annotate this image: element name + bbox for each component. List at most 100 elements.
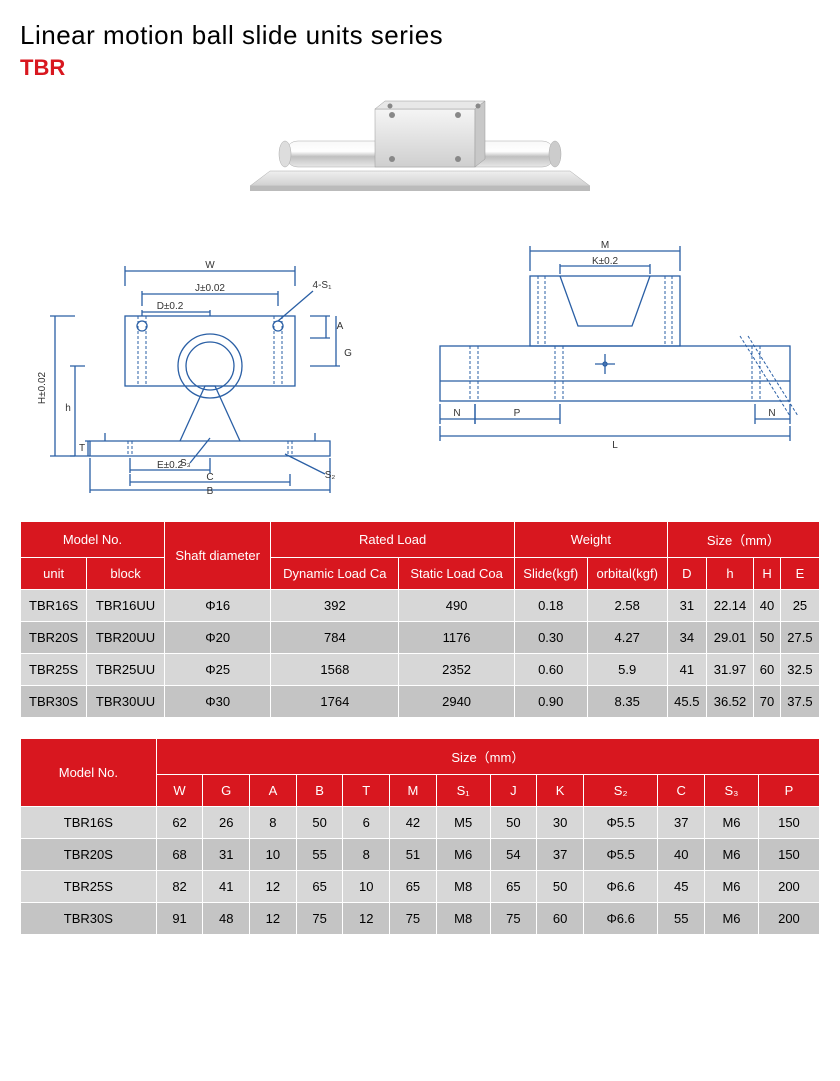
cell: 490 [399,590,515,622]
cell: Φ5.5 [583,807,657,839]
page-title: Linear motion ball slide units series [20,20,820,51]
cell: TBR25S [21,871,157,903]
cell: 784 [271,622,399,654]
th-weight: Weight [514,522,667,558]
table-row: TBR25STBR25UUΦ25156823520.605.94131.9760… [21,654,820,686]
cell: 200 [758,903,819,935]
cell: Φ16 [164,590,271,622]
cell: 0.60 [514,654,587,686]
svg-text:N: N [453,408,460,419]
table-row: TBR30S914812751275M87560Φ6.655M6200 [21,903,820,935]
table-row: TBR16S6226850642M55030Φ5.537M6150 [21,807,820,839]
th-rated: Rated Load [271,522,514,558]
cell: 10 [343,871,390,903]
th-dynamic: Dynamic Load Ca [271,558,399,590]
svg-text:N: N [768,408,775,419]
cell: TBR16S [21,807,157,839]
th-block: block [87,558,165,590]
th-orbital: orbital(kgf) [587,558,667,590]
cell: 1176 [399,622,515,654]
th2-col: T [343,775,390,807]
th2-col: A [250,775,297,807]
cell: TBR16UU [87,590,165,622]
cell: Φ5.5 [583,839,657,871]
cell: 65 [296,871,343,903]
cell: 31 [667,590,706,622]
th-H: H [754,558,781,590]
cell: 45 [658,871,705,903]
cell: 31 [203,839,250,871]
cell: 22.14 [706,590,753,622]
table-row: TBR30STBR30UUΦ30176429400.908.3545.536.5… [21,686,820,718]
cell: 75 [390,903,437,935]
th-shaft: Shaft diameter [164,522,271,590]
cell: 68 [156,839,203,871]
th-E: E [780,558,819,590]
th2-col: M [390,775,437,807]
cell: 5.9 [587,654,667,686]
cell: Φ30 [164,686,271,718]
cell: 65 [390,871,437,903]
svg-text:D±0.2: D±0.2 [157,301,184,312]
cell: 91 [156,903,203,935]
spec-table-1: Model No. Shaft diameter Rated Load Weig… [20,521,820,718]
cell: 50 [537,871,584,903]
front-view-drawing: W J±0.02 D±0.2 4-S₁ A G H±0.02 h T E±0.2… [30,226,390,496]
cell: 12 [343,903,390,935]
table-row: TBR20STBR20UUΦ2078411760.304.273429.0150… [21,622,820,654]
cell: 37.5 [780,686,819,718]
cell: Φ25 [164,654,271,686]
cell: 60 [754,654,781,686]
svg-text:S₃: S₃ [180,458,191,469]
table-row: TBR25S824112651065M86550Φ6.645M6200 [21,871,820,903]
cell: 10 [250,839,297,871]
cell: M8 [436,871,490,903]
cell: 32.5 [780,654,819,686]
cell: M6 [705,807,759,839]
svg-text:h: h [65,403,71,414]
svg-text:H±0.02: H±0.02 [37,371,48,404]
th2-col: G [203,775,250,807]
th2-size: Size（mm） [156,739,819,775]
cell: 0.18 [514,590,587,622]
cell: 8 [250,807,297,839]
cell: Φ6.6 [583,871,657,903]
cell: 54 [490,839,537,871]
cell: TBR20UU [87,622,165,654]
cell: 150 [758,839,819,871]
product-photo [20,91,820,206]
cell: 31.97 [706,654,753,686]
cell: 62 [156,807,203,839]
cell: 26 [203,807,250,839]
cell: 48 [203,903,250,935]
cell: 200 [758,871,819,903]
cell: 41 [667,654,706,686]
cell: TBR20S [21,622,87,654]
cell: 37 [537,839,584,871]
cell: 1568 [271,654,399,686]
cell: M6 [705,903,759,935]
cell: 50 [296,807,343,839]
svg-text:W: W [205,260,215,271]
th-model: Model No. [21,522,165,558]
cell: 29.01 [706,622,753,654]
th-static: Static Load Coa [399,558,515,590]
th-D: D [667,558,706,590]
cell: 25 [780,590,819,622]
cell: 2.58 [587,590,667,622]
side-view-drawing: M K±0.2 N P N L [420,226,810,466]
cell: 82 [156,871,203,903]
cell: Φ20 [164,622,271,654]
cell: 2940 [399,686,515,718]
th-size: Size（mm） [667,522,819,558]
cell: M8 [436,903,490,935]
table-row: TBR16STBR16UUΦ163924900.182.583122.14402… [21,590,820,622]
cell: M6 [436,839,490,871]
cell: 150 [758,807,819,839]
cell: 51 [390,839,437,871]
svg-text:P: P [514,408,521,419]
svg-text:4-S₁: 4-S₁ [313,280,333,291]
th-slide: Slide(kgf) [514,558,587,590]
cell: 75 [490,903,537,935]
cell: 34 [667,622,706,654]
